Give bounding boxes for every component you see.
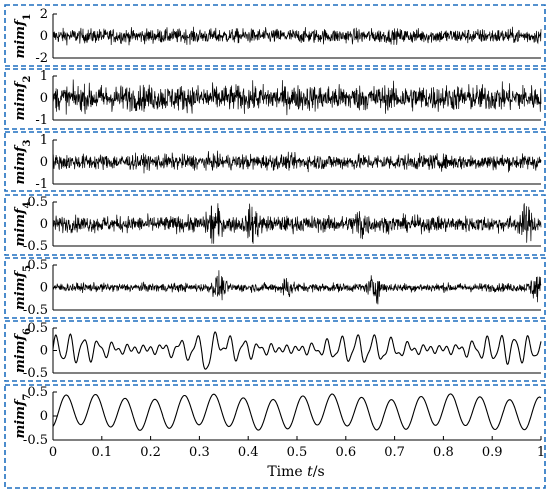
x-tick-label: 0.1 (91, 445, 112, 460)
signal-line (52, 150, 542, 174)
x-axis-label: Time t/s (267, 464, 324, 480)
y-axis-label: mimf1 (13, 13, 33, 58)
y-axis-label: mimf6 (13, 328, 33, 373)
y-axis-label: mimf7 (13, 393, 33, 438)
y-tick-label: -0.5 (23, 433, 48, 448)
x-tick-label: 1 (537, 445, 545, 460)
y-tick-label: 0 (40, 155, 48, 170)
panel-frame (4, 4, 546, 67)
y-tick-label: 1 (40, 69, 48, 84)
y-tick-label: 2 (40, 7, 48, 22)
y-axis-label: mimf3 (13, 139, 33, 184)
y-tick-label: 0.5 (27, 258, 48, 273)
x-tick-label: 0.6 (335, 445, 356, 460)
panel-1: -2 0 2 mimf1 (4, 4, 546, 67)
y-tick-label: 0 (40, 281, 48, 296)
x-tick-label: 0.7 (384, 445, 405, 460)
signal-line (52, 270, 542, 305)
panels: -202mimf1-101mimf2-101mimf3-0.500.5mimf4… (4, 4, 546, 489)
y-axis-label: mimf5 (13, 265, 33, 310)
panel-frame (4, 384, 546, 489)
y-tick-label: 0 (40, 344, 48, 359)
y-tick-label: 0 (40, 217, 48, 232)
x-tick-label: 0.5 (287, 445, 308, 460)
signal-line (52, 393, 542, 431)
signal-line (52, 79, 542, 116)
y-tick-label: -0.5 (23, 239, 48, 254)
x-axis: 0 0.1 0.2 0.3 0.4 0.5 0.6 0.7 0.8 0.9 1 (49, 436, 545, 460)
signal-line (52, 26, 542, 46)
x-tick-label: 0.3 (189, 445, 210, 460)
x-tick-label: 0 (49, 445, 57, 460)
x-tick-label: 0.2 (140, 445, 161, 460)
y-tick-label: 0 (40, 409, 48, 424)
panel-frame (4, 194, 546, 256)
y-tick-label: -0.5 (23, 366, 48, 381)
panel-frame (4, 131, 546, 192)
y-tick-label: 0 (40, 91, 48, 106)
panel-3: -1 0 1 mimf3 (4, 131, 546, 192)
x-tick-label: 0.4 (238, 445, 259, 460)
y-tick-label: 0.5 (27, 195, 48, 210)
x-tick-label: 0.8 (433, 445, 454, 460)
y-tick-label: 0 (40, 29, 48, 44)
panel-frame (4, 257, 546, 319)
y-tick-label: 1 (40, 133, 48, 148)
y-tick-label: -1 (35, 113, 48, 128)
panel-frame (4, 68, 546, 130)
panel-frame (4, 320, 546, 382)
y-tick-label: 0.5 (27, 321, 48, 336)
y-axis-label: mimf2 (13, 75, 33, 120)
panel-2: -1 0 1 mimf2 (4, 68, 546, 130)
y-tick-label: 0.5 (27, 385, 48, 400)
x-tick-label: 0.9 (482, 445, 503, 460)
signal-line (52, 331, 542, 370)
y-tick-label: -0.5 (23, 303, 48, 318)
y-axis-label: mimf4 (13, 201, 33, 246)
y-tick-label: -1 (35, 177, 48, 192)
y-tick-label: -2 (35, 51, 48, 66)
signal-line (52, 203, 542, 244)
